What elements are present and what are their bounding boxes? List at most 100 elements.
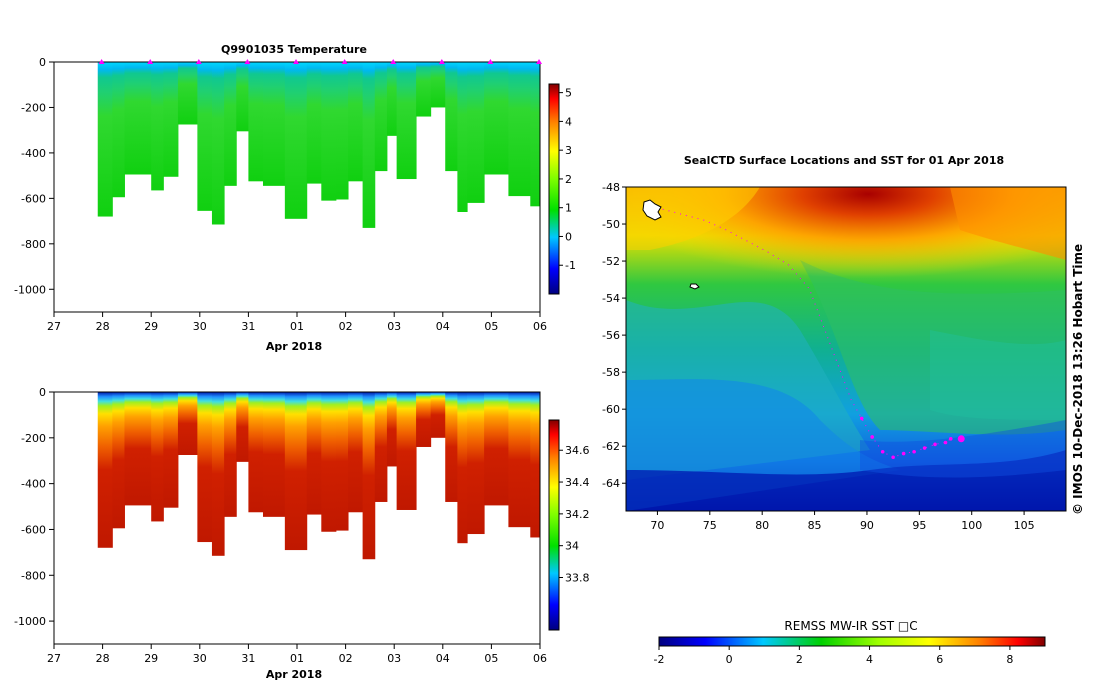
map-x-tick-label: 80 — [755, 519, 769, 532]
temperature-profile-column — [306, 62, 322, 184]
map-y-ticks: -48 -50 -52 -54 -56 -58 -60 -62 -64 — [602, 181, 626, 490]
sst-colorbar-tick-label: -2 — [654, 653, 665, 666]
temperature-profile-column — [236, 62, 249, 132]
salinity-profile-column — [362, 392, 376, 560]
temperature-profile-column — [484, 62, 509, 175]
x-tick-label: 29 — [144, 652, 158, 665]
salinity-profile-column — [211, 392, 225, 556]
temperature-section-fill — [97, 62, 541, 228]
x-tick-label: 28 — [96, 652, 110, 665]
y-tick-label: -1000 — [14, 283, 46, 296]
temperature-profile-column — [197, 62, 213, 211]
current-position-marker — [957, 435, 965, 443]
temperature-x-label: Apr 2018 — [266, 340, 322, 353]
map-x-tick-label: 85 — [808, 519, 822, 532]
profile-marker — [341, 59, 348, 64]
map-y-tick-label: -48 — [602, 181, 620, 194]
temperature-profile-column — [112, 62, 125, 198]
salinity-profile-column — [124, 392, 152, 506]
temperature-profile-column — [467, 62, 485, 203]
map-x-tick-label: 75 — [703, 519, 717, 532]
x-tick-label: 06 — [533, 320, 547, 333]
seal-track-positions — [859, 416, 953, 460]
temperature-profile-column — [224, 62, 237, 186]
sst-colorbar-tick-label: 2 — [796, 653, 803, 666]
colorbar-tick-label: 33.8 — [565, 572, 590, 585]
x-tick-label: 01 — [290, 652, 304, 665]
map-title: SealCTD Surface Locations and SST for 01… — [684, 154, 1004, 167]
profile-markers — [98, 59, 543, 64]
temperature-y-ticks: 0 -200 -400 -600 -800 -1000 — [14, 56, 54, 296]
colorbar-tick-label: 1 — [565, 202, 572, 215]
map-y-tick-label: -56 — [602, 329, 620, 342]
y-tick-label: -400 — [21, 478, 46, 491]
salinity-profile-column — [236, 392, 249, 462]
x-tick-label: 04 — [436, 320, 450, 333]
colorbar-tick-label: 34.4 — [565, 476, 590, 489]
salinity-profile-column — [445, 392, 458, 502]
temperature-profile-column — [321, 62, 337, 201]
x-tick-label: 02 — [339, 652, 353, 665]
salinity-profile-column — [248, 392, 264, 513]
salinity-profile-column — [457, 392, 468, 544]
salinity-profile-column — [224, 392, 237, 517]
track-position — [901, 451, 906, 456]
map-y-tick-label: -62 — [602, 440, 620, 453]
profile-marker — [438, 59, 445, 64]
colorbar-tick-label: 34.6 — [565, 444, 590, 457]
salinity-profile-column — [530, 392, 541, 538]
x-tick-label: 05 — [484, 320, 498, 333]
profile-marker — [536, 59, 543, 64]
temperature-profile-column — [508, 62, 531, 197]
y-tick-label: -400 — [21, 147, 46, 160]
salinity-x-label: Apr 2018 — [266, 668, 322, 681]
x-tick-label: 05 — [484, 652, 498, 665]
profile-marker — [195, 59, 202, 64]
salinity-profile-column — [197, 392, 213, 543]
track-position — [933, 442, 937, 447]
track-position — [943, 440, 948, 445]
sst-colorbar-tick-label: 8 — [1006, 653, 1013, 666]
temperature-profile-column — [163, 62, 179, 177]
sst-colorbar-ticks: -2 0 2 4 6 8 — [654, 646, 1013, 666]
salinity-y-ticks: 0 -200 -400 -600 -800 -1000 — [14, 386, 54, 628]
temperature-profile-column — [211, 62, 225, 225]
track-position — [948, 436, 953, 441]
x-tick-label: 30 — [193, 320, 207, 333]
temperature-profile-column — [177, 62, 198, 125]
temperature-profile-column — [362, 62, 376, 228]
map-y-tick-label: -52 — [602, 255, 620, 268]
temperature-profile-column — [445, 62, 458, 172]
y-tick-label: -800 — [21, 569, 46, 582]
y-tick-label: -1000 — [14, 615, 46, 628]
map-frame — [625, 186, 1067, 512]
map-x-ticks: 70 75 80 85 90 95 100 105 — [650, 511, 1035, 532]
sst-colorbar-title: REMSS MW-IR SST □C — [784, 619, 917, 633]
seal-track — [662, 208, 952, 458]
sst-colorbar-tick-label: 4 — [866, 653, 873, 666]
x-tick-label: 01 — [290, 320, 304, 333]
salinity-profile-column — [284, 392, 308, 551]
salinity-profile-column — [348, 392, 364, 513]
temperature-x-ticks: 27 28 29 30 31 01 02 03 04 05 06 — [47, 312, 547, 333]
map-x-tick-label: 105 — [1014, 519, 1035, 532]
temperature-profile-column — [416, 62, 432, 117]
temperature-profile-column — [457, 62, 468, 212]
map-y-tick-label: -58 — [602, 366, 620, 379]
track-position — [880, 449, 885, 454]
profile-marker — [293, 59, 300, 64]
salinity-colorbar-ticks: 34.6 34.4 34.2 34 33.8 — [559, 444, 590, 585]
colorbar-tick-label: -1 — [565, 259, 576, 272]
map-y-tick-label: -50 — [602, 218, 620, 231]
salinity-profile-column — [508, 392, 531, 528]
track-position — [870, 435, 874, 439]
temperature-profile-column — [430, 62, 446, 108]
map-y-tick-label: -54 — [602, 292, 620, 305]
colorbar-tick-label: 2 — [565, 173, 572, 186]
map-x-tick-label: 100 — [961, 519, 982, 532]
temperature-profile-column — [124, 62, 152, 175]
track-position — [912, 449, 916, 454]
temperature-profile-column — [396, 62, 417, 180]
salinity-colorbar — [548, 419, 560, 631]
salinity-profile-column — [335, 392, 349, 531]
